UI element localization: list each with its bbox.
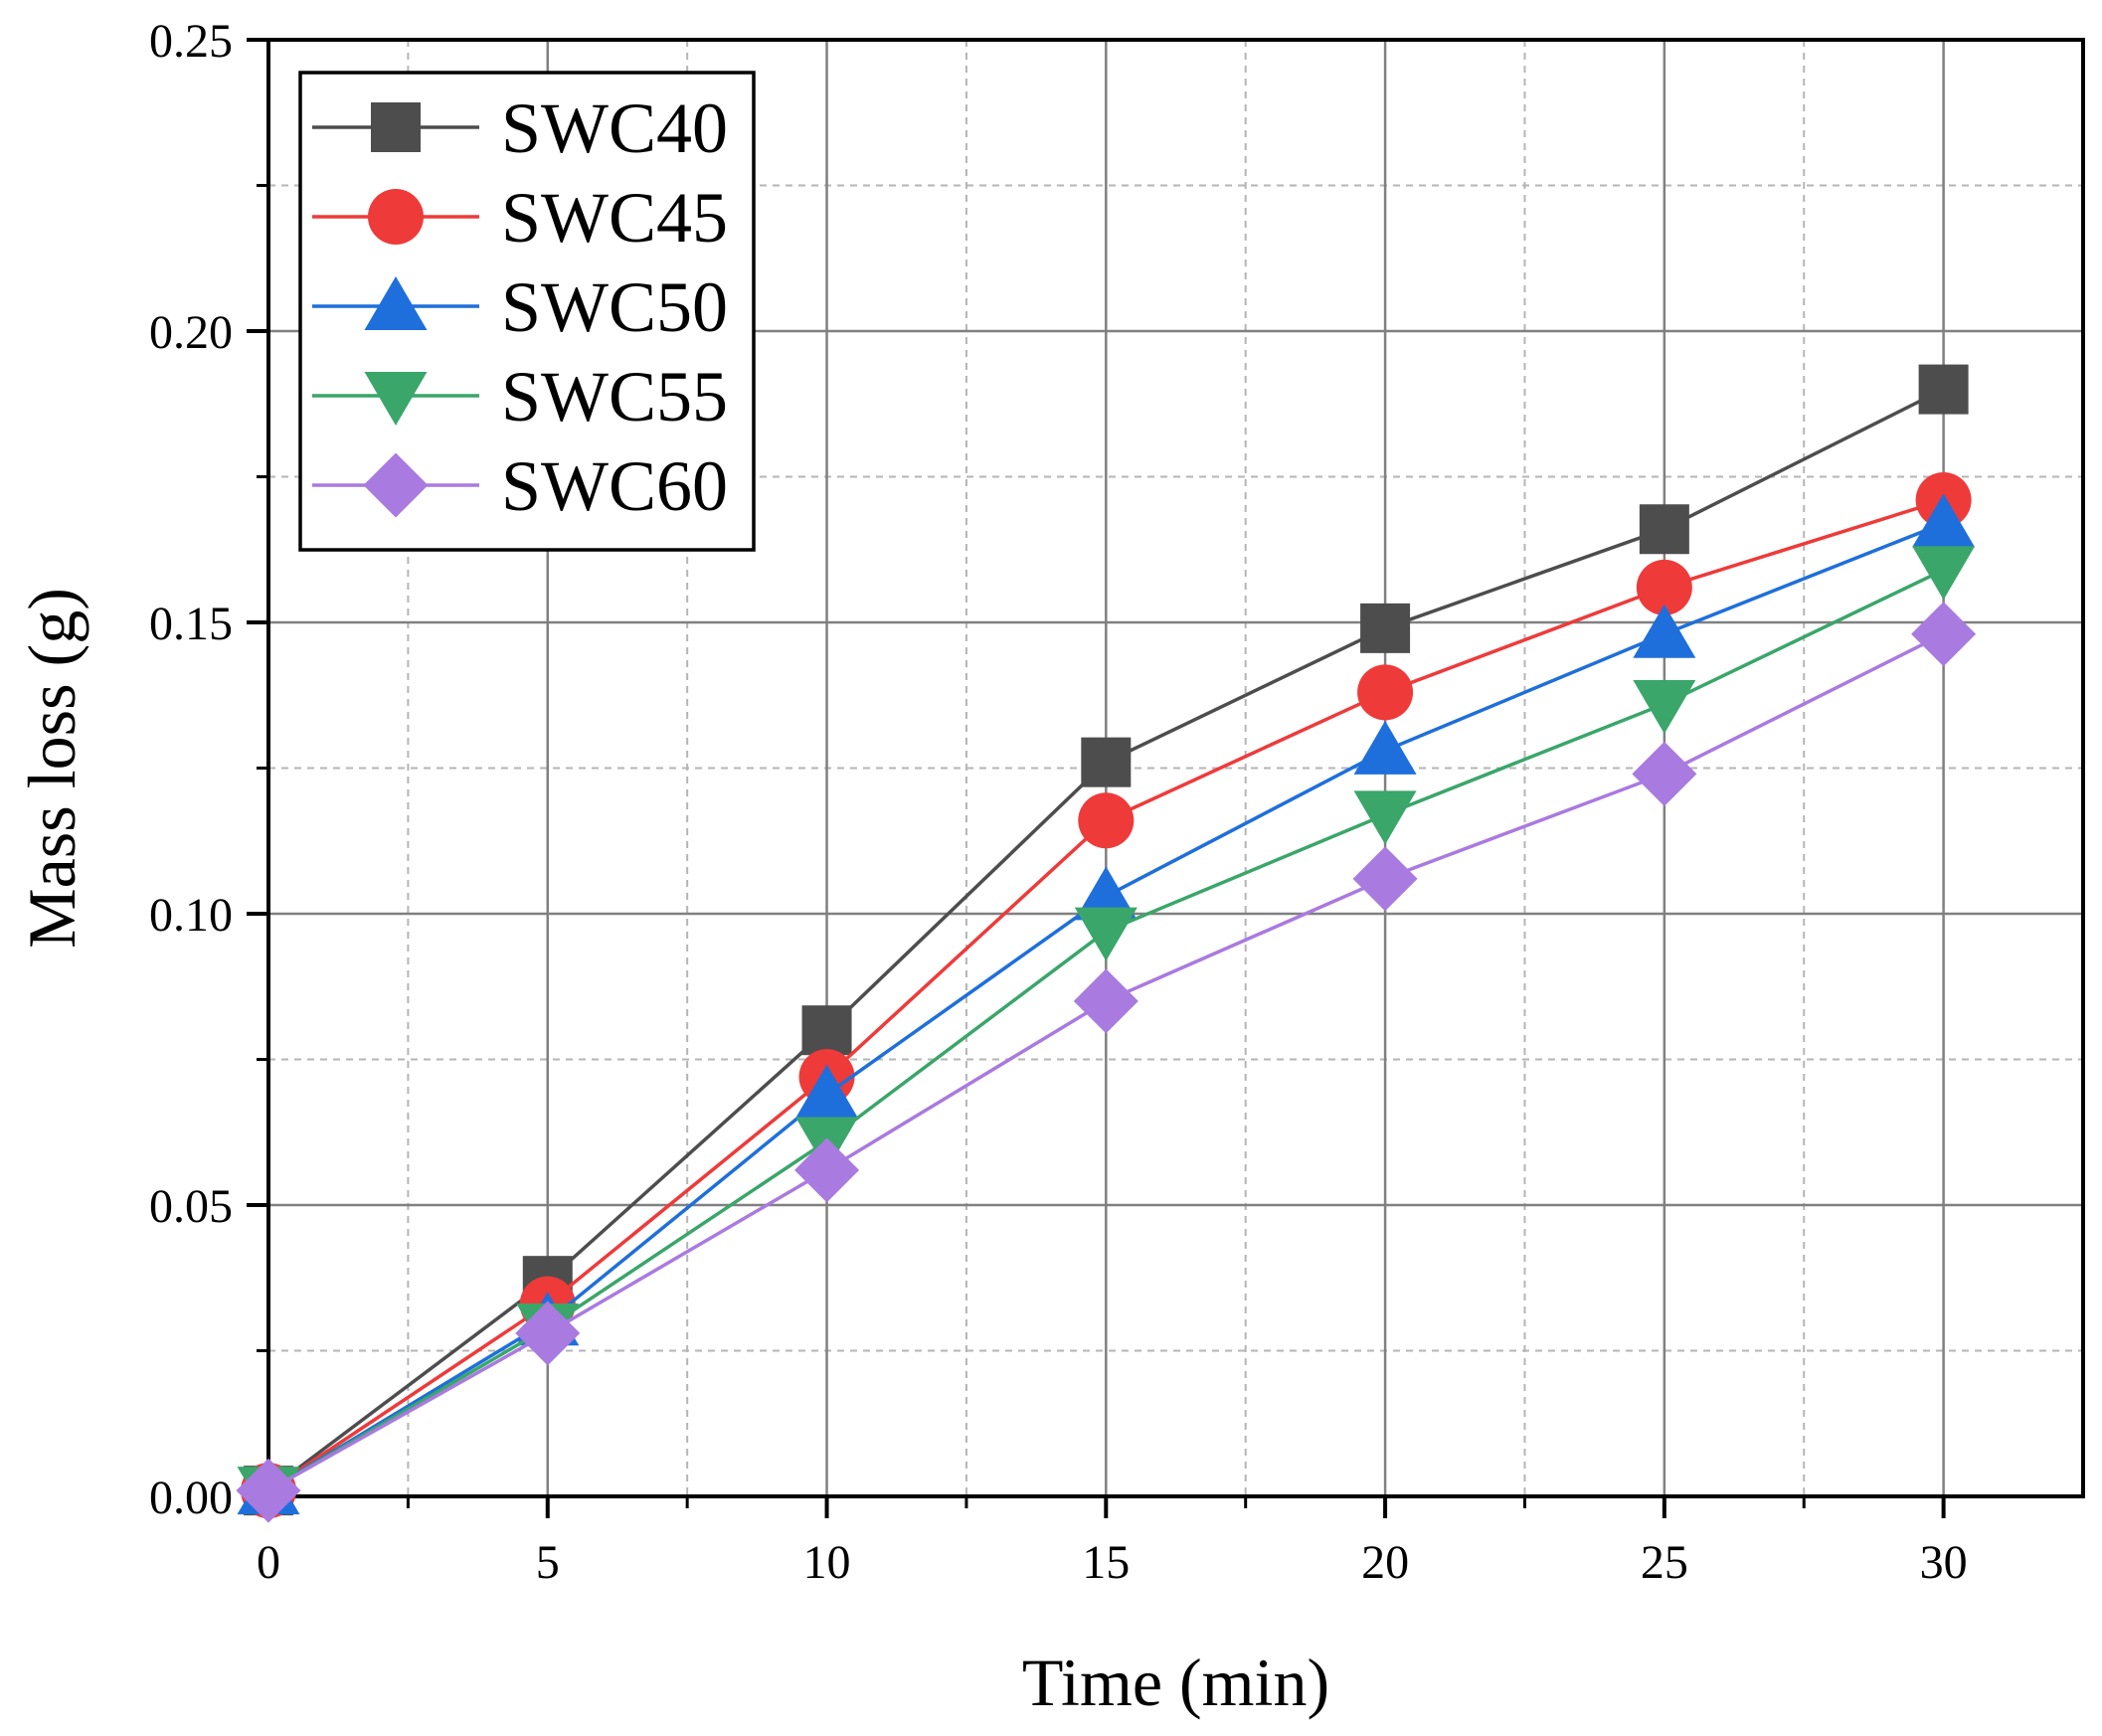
data-point-swc40	[1639, 504, 1689, 555]
x-tick-label: 25	[1641, 1536, 1688, 1589]
data-point-swc50	[1633, 604, 1696, 658]
series-swc60	[236, 602, 1977, 1523]
x-tick-label: 0	[257, 1536, 280, 1589]
data-point-swc60	[236, 1458, 301, 1523]
data-point-swc50	[1353, 720, 1417, 775]
data-point-swc60	[1073, 968, 1139, 1034]
x-tick-label: 5	[536, 1536, 560, 1589]
y-axis-title: Mass loss (g)	[14, 588, 89, 949]
legend-label-swc45: SWC45	[501, 178, 728, 258]
data-point-swc40	[801, 1005, 852, 1056]
axes: 0 5 10 15 20 25 30 0.00 0.05 0.10 0.15 0.20 0.25	[149, 15, 2085, 1589]
y-tick-label: 0.00	[149, 1472, 233, 1524]
legend: SWC40 SWC45 SWC50 SWC55 SWC60	[298, 71, 756, 552]
data-point-swc40	[1360, 603, 1411, 653]
data-point-swc60	[1911, 602, 1977, 667]
legend-label-swc50: SWC50	[501, 267, 728, 347]
data-point-swc55	[1912, 546, 1976, 601]
y-tick-label: 0.15	[149, 598, 233, 650]
legend-label-swc40: SWC40	[501, 88, 728, 168]
x-tick-label: 15	[1082, 1536, 1130, 1589]
data-point-swc60	[1632, 741, 1697, 806]
y-tick-label: 0.05	[149, 1180, 233, 1233]
legend-entry-swc60: SWC60	[312, 446, 728, 526]
data-point-swc50	[1074, 866, 1138, 921]
legend-entry-swc40: SWC40	[312, 88, 728, 168]
x-axis-title: Time (min)	[1022, 1645, 1329, 1720]
data-point-swc55	[1074, 907, 1138, 961]
legend-entry-swc50: SWC50	[312, 267, 728, 347]
legend-marker-swc50	[364, 276, 428, 330]
data-point-swc40	[1918, 364, 1969, 415]
legend-entry-swc55: SWC55	[312, 357, 728, 436]
data-point-swc60	[794, 1137, 860, 1203]
plot-series	[236, 364, 1977, 1523]
legend-marker-swc40	[371, 102, 421, 152]
legend-marker-swc55	[364, 372, 428, 426]
y-tick-label: 0.25	[149, 15, 233, 68]
data-point-swc50	[1912, 493, 1976, 548]
data-point-swc40	[1081, 737, 1132, 787]
legend-label-swc60: SWC60	[501, 446, 728, 526]
data-point-swc60	[1352, 846, 1418, 912]
data-point-swc55	[1633, 680, 1696, 735]
y-tick-label: 0.20	[149, 306, 233, 359]
legend-marker-swc60	[363, 452, 429, 518]
legend-entry-swc45: SWC45	[312, 178, 728, 258]
data-point-swc55	[1353, 790, 1417, 845]
data-point-swc45	[1357, 664, 1414, 721]
y-tick-label: 0.10	[149, 889, 233, 942]
data-point-swc45	[1636, 559, 1692, 615]
data-point-swc60	[515, 1301, 581, 1366]
legend-marker-swc45	[368, 189, 424, 245]
x-tick-label: 30	[1920, 1536, 1968, 1589]
data-point-swc45	[1078, 792, 1135, 849]
legend-label-swc55: SWC55	[501, 357, 728, 436]
x-tick-label: 20	[1361, 1536, 1409, 1589]
data-point-swc50	[795, 1064, 859, 1119]
x-tick-label: 10	[803, 1536, 851, 1589]
